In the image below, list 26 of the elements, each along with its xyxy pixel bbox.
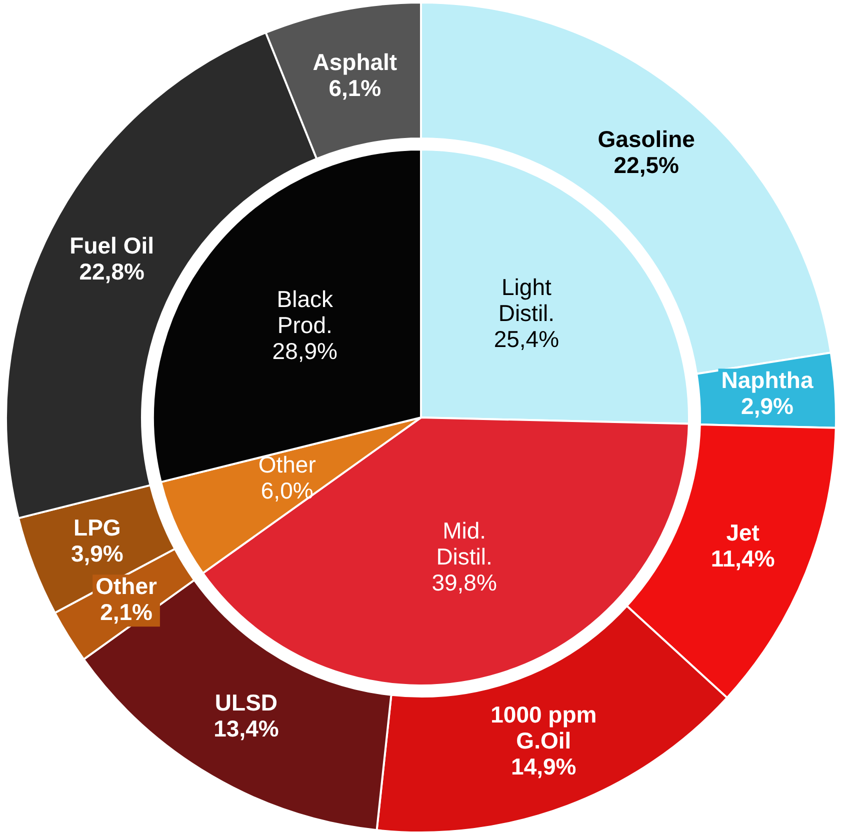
slice-label: Fuel Oil	[70, 232, 154, 258]
data-label: 13,4%	[214, 716, 279, 742]
slice-label: ULSD	[214, 690, 278, 716]
slice-label: Black Prod.	[276, 286, 334, 338]
data-label: 39,8%	[432, 570, 497, 596]
data-label: 6,1%	[328, 75, 382, 102]
slice-label: Asphalt	[312, 49, 398, 76]
data-label: 25,4%	[494, 326, 560, 352]
slice-label: Jet	[726, 520, 760, 546]
data-label: 2,1%	[100, 599, 152, 626]
slice-label: Naphtha	[721, 366, 814, 393]
data-label: 22,5%	[614, 152, 679, 178]
data-label: 11,4%	[710, 546, 775, 572]
data-label: 3,9%	[70, 540, 124, 567]
data-label: 14,9%	[511, 753, 576, 780]
data-label: 6,0%	[260, 477, 314, 504]
data-label: 22,8%	[79, 258, 144, 284]
slice-label: Gasoline	[598, 126, 695, 152]
slice-label: Mid. Distil.	[436, 518, 492, 570]
data-label: 28,9%	[272, 338, 338, 364]
slice-label: Light Distil.	[498, 274, 555, 326]
slice-label: 1000 ppm G.Oil	[490, 701, 597, 754]
data-label: 2,9%	[741, 392, 794, 419]
slice-label: Other	[258, 451, 316, 478]
slice-label: Other	[96, 573, 157, 600]
slice-label: LPG	[74, 514, 121, 541]
